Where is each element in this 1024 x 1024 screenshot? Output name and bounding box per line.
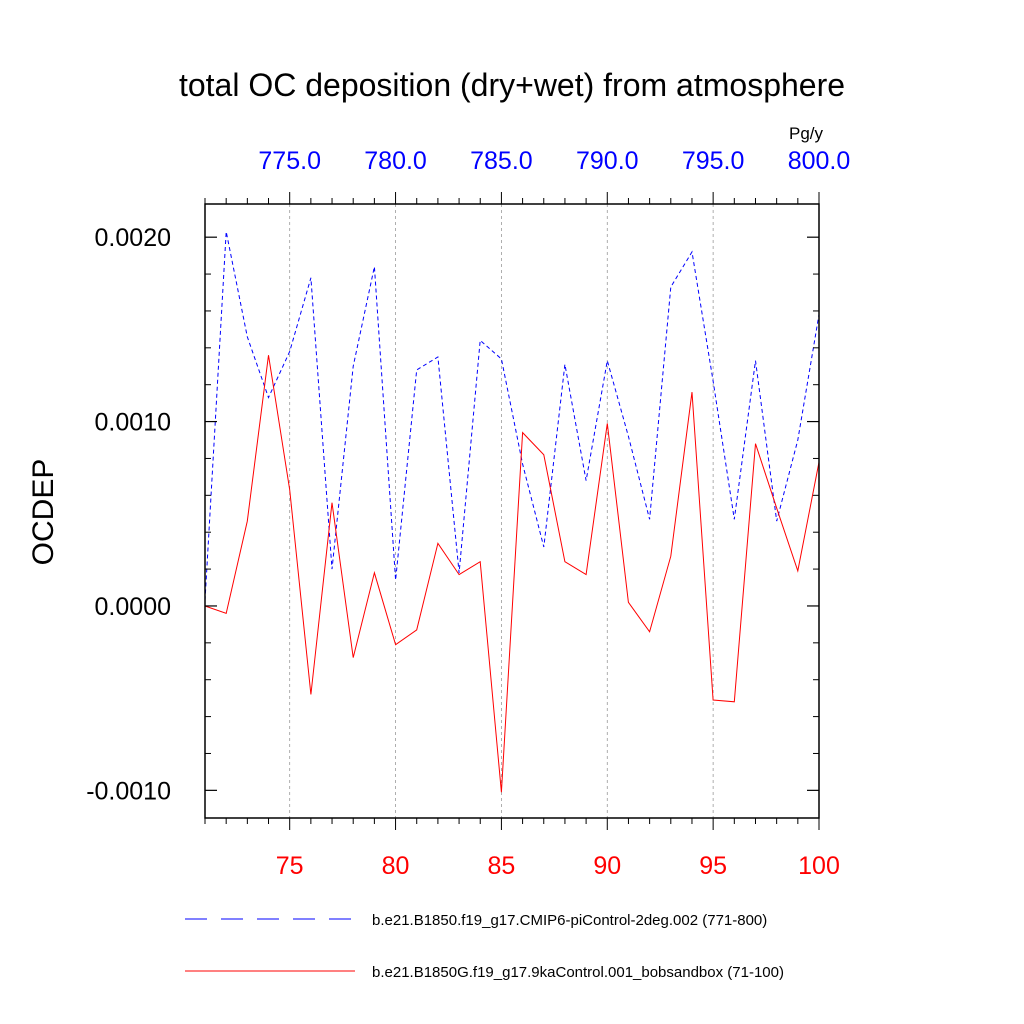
legend-item-blue: b.e21.B1850.f19_g17.CMIP6-piControl-2deg… — [185, 912, 767, 929]
x-bottom-tick-label: 85 — [488, 852, 516, 880]
x-bottom-tick-label: 75 — [276, 852, 304, 880]
legend-label-blue: b.e21.B1850.f19_g17.CMIP6-piControl-2deg… — [372, 912, 767, 929]
legend-label-red: b.e21.B1850G.f19_g17.9kaControl.001_bobs… — [372, 964, 784, 981]
y-axis: -0.0010 0.0000 0.0010 0.0020 — [86, 224, 819, 805]
x-bottom-tick-label: 100 — [798, 852, 840, 880]
y-tick-label: 0.0020 — [95, 224, 171, 252]
x-gridlines — [289, 204, 714, 818]
plot-frame — [204, 203, 820, 819]
units-label: Pg/y — [789, 124, 824, 143]
y-axis-label: OCDEP — [27, 459, 60, 566]
x-top-tick-label: 800.0 — [788, 147, 851, 175]
series-line-red — [204, 355, 820, 793]
x-axis-top: 775.0 780.0 785.0 790.0 795.0 800.0 — [204, 147, 851, 204]
x-bottom-tick-label: 95 — [699, 852, 727, 880]
x-bottom-tick-label: 90 — [593, 852, 621, 880]
y-tick-label: 0.0010 — [95, 409, 171, 437]
series-lines — [204, 231, 820, 793]
series-line-blue — [204, 231, 820, 601]
y-tick-label: -0.0010 — [86, 777, 171, 805]
legend: b.e21.B1850.f19_g17.CMIP6-piControl-2deg… — [185, 912, 784, 981]
x-top-tick-label: 790.0 — [576, 147, 639, 175]
x-top-tick-label: 780.0 — [364, 147, 427, 175]
x-axis-bottom: 75 80 85 90 95 100 — [204, 818, 840, 880]
x-top-tick-label: 775.0 — [258, 147, 321, 175]
legend-item-red: b.e21.B1850G.f19_g17.9kaControl.001_bobs… — [185, 964, 784, 981]
x-top-tick-label: 795.0 — [682, 147, 745, 175]
x-bottom-tick-label: 80 — [382, 852, 410, 880]
x-top-tick-label: 785.0 — [470, 147, 533, 175]
chart-title: total OC deposition (dry+wet) from atmos… — [179, 67, 845, 103]
y-tick-label: 0.0000 — [95, 593, 171, 621]
